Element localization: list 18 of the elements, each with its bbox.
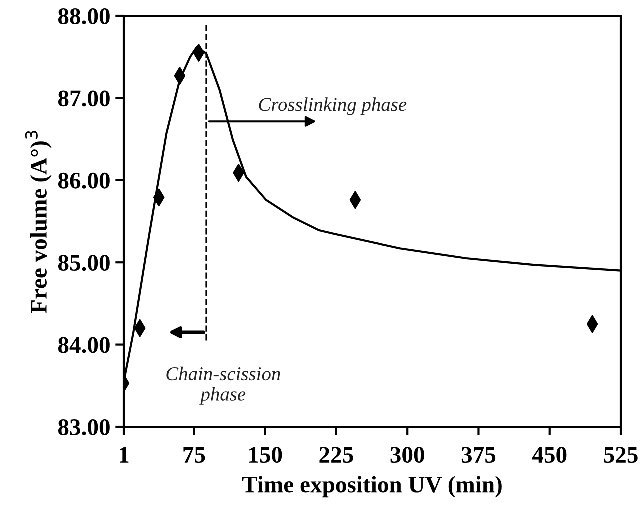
y-tick-label: 88.00 [58, 8, 110, 25]
annotation: Crosslinking phase [259, 98, 407, 116]
x-tick-label: 450 [532, 447, 567, 464]
x-tick-label: 375 [462, 447, 496, 464]
y-axis-title: Free volume (A°)$^{3}$ [25, 131, 52, 314]
x-axis-title: Time exposition UV (min) [242, 476, 502, 498]
x-tick-label: 1 [120, 447, 129, 463]
y-tick-label: 86.00 [58, 172, 110, 189]
x-tick-label: 150 [250, 447, 282, 464]
y-tick-label: 87.00 [58, 90, 110, 107]
x-tick-label: 300 [390, 447, 424, 464]
x-tick-label: 225 [320, 447, 354, 464]
y-tick-label: 85.00 [58, 255, 110, 272]
y-tick-label: 84.00 [58, 337, 110, 354]
x-tick-label: 75 [184, 447, 206, 464]
annotation: Chain-scission phase [166, 366, 280, 405]
y-tick-label: 83.00 [58, 419, 110, 436]
x-tick-label: 525 [604, 447, 638, 464]
